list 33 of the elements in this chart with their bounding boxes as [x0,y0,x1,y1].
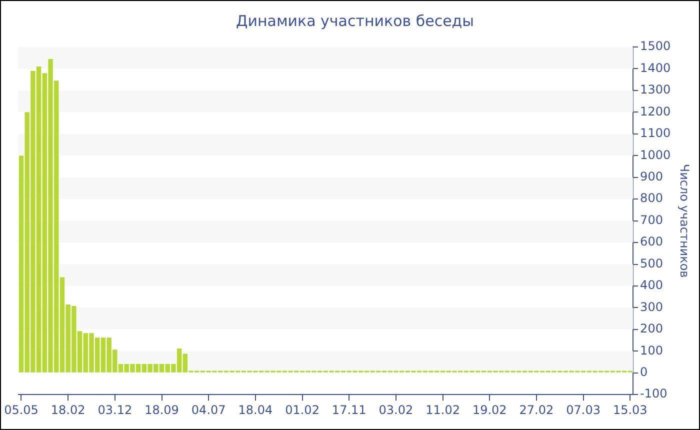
x-tick-label: 27.02 [519,402,554,417]
x-tick-label: 01.02 [285,402,320,417]
x-tick-label: 03.02 [378,402,414,417]
y-tick-label: -100 [640,386,668,401]
y-tick-label: 300 [640,300,663,314]
y-tick-label: 200 [640,322,663,336]
y-tick-label: 500 [640,256,663,270]
y-tick-label: 1100 [640,126,671,140]
x-tick-label: 05.05 [4,402,38,417]
y-tick-label: 1400 [640,60,671,75]
x-tick-label: 07.03 [566,402,600,417]
x-tick-label: 18.09 [144,402,179,417]
x-tick-label: 15.03 [612,402,648,417]
x-tick-label: 18.04 [238,402,273,417]
y-axis-title: Число участников [678,164,692,278]
y-tick-label: 1200 [640,104,671,118]
y-tick-label: 100 [640,343,663,358]
y-tick-label: 400 [640,278,663,292]
y-tick-label: 700 [640,212,663,227]
y-tick-label: 1000 [640,148,671,162]
chart-title: Динамика участников беседы [236,12,474,30]
y-tick-label: 600 [640,234,663,249]
x-tick-label: 03.12 [98,402,132,417]
x-tick-label: 19.02 [472,402,507,417]
x-tick-label: 04.07 [191,402,226,417]
y-tick-label: 0 [640,365,648,379]
y-tick-label: 800 [640,191,663,206]
y-tick-label: 900 [640,169,663,184]
x-tick-label: 17.11 [332,402,366,417]
x-tick-label: 11.02 [426,402,460,417]
x-tick-label: 18.02 [50,402,86,417]
y-tick-label: 1300 [640,82,671,97]
y-tick-label: 1500 [640,39,671,54]
